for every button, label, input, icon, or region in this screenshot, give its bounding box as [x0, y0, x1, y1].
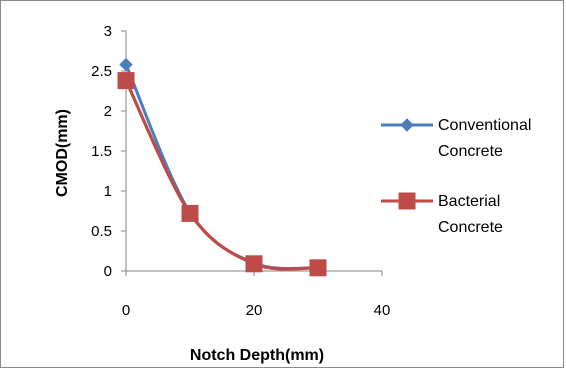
legend-marker	[400, 118, 414, 132]
y-tick-label: 0	[104, 263, 112, 280]
legend-entry-1: Conventional Concrete	[381, 117, 531, 160]
series-line	[124, 79, 320, 271]
legend-marker	[398, 192, 416, 210]
data-point	[309, 259, 327, 277]
legend-label: Concrete	[438, 143, 503, 160]
x-axis-label: Notch Depth(mm)	[190, 347, 324, 364]
legend-entry-2: Bacterial Concrete	[381, 192, 503, 236]
legend-label: Concrete	[438, 219, 503, 236]
y-tick-label: 0.5	[91, 223, 112, 240]
data-point	[245, 255, 263, 273]
axes: 0 0.5 1 1.5 2 2.5 3 0 20 40	[91, 23, 390, 319]
x-tick-label: 20	[246, 302, 263, 319]
legend: Conventional Concrete Bacterial Concrete	[381, 117, 531, 236]
series-line	[124, 63, 320, 271]
series-layer	[117, 57, 327, 277]
x-tick-label: 0	[122, 302, 130, 319]
series-2	[117, 72, 327, 277]
y-tick-label: 3	[104, 23, 112, 40]
data-point	[181, 204, 199, 222]
series-1	[119, 57, 325, 275]
legend-label: Bacterial	[438, 193, 500, 210]
y-tick-label: 2	[104, 103, 112, 120]
y-tick-label: 1.5	[91, 143, 112, 160]
x-tick-label: 40	[374, 302, 391, 319]
legend-label: Conventional	[438, 117, 531, 134]
y-tick-label: 1	[104, 183, 112, 200]
y-axis-label: CMOD(mm)	[54, 109, 71, 197]
data-point	[119, 57, 133, 72]
data-point	[117, 72, 135, 90]
y-tick-label: 2.5	[91, 63, 112, 80]
